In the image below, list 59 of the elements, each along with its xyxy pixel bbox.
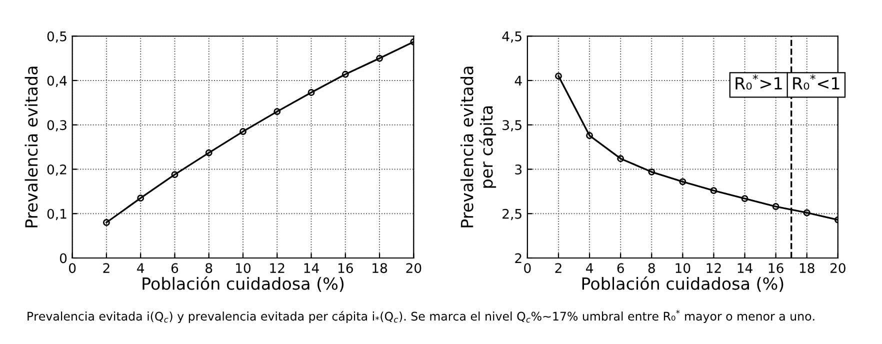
point	[102, 219, 110, 226]
x-tick-label: 16	[338, 263, 353, 274]
x-tick-label: 10	[236, 263, 251, 274]
x-tick-label: 18	[372, 263, 388, 274]
x-tick-label: 2	[103, 263, 110, 273]
point	[586, 132, 593, 139]
x-tick-label: 12	[706, 263, 721, 273]
x-tick-label: 20	[406, 263, 422, 274]
point	[679, 178, 686, 186]
point	[308, 89, 315, 96]
point	[772, 203, 780, 210]
y-axis-title: Prevalencia evitada per cápita	[460, 66, 496, 228]
y-tick-label: 0	[60, 253, 67, 264]
point	[803, 209, 810, 216]
point	[617, 155, 624, 162]
y-axis-title: Prevalencia evitada	[24, 66, 38, 228]
point	[171, 171, 178, 178]
annotation: R₀$^{*}$<1	[793, 74, 840, 90]
y-tick-label: 4	[514, 76, 522, 86]
x-tick-label: 16	[768, 263, 784, 274]
y-tick-label: 0,5	[47, 31, 66, 43]
x-axis-title: Población cuidadosa (%)	[142, 276, 344, 292]
x-tick-label: 4	[137, 263, 144, 273]
y-tick-label: 0,4	[47, 76, 67, 88]
point	[137, 194, 144, 202]
x-tick-label: 12	[270, 263, 284, 273]
y-tick-label: 3,5	[502, 120, 522, 132]
x-tick-label: 10	[676, 263, 690, 274]
x-tick-label: 18	[800, 263, 814, 274]
x-tick-label: 2	[555, 263, 562, 273]
y-tick-label: 0,2	[47, 164, 66, 176]
x-tick-label: 0	[68, 263, 76, 274]
y-tick-label: 2,5	[502, 208, 522, 220]
y-tick-label: 4,5	[502, 32, 522, 43]
point	[205, 149, 212, 156]
point	[274, 108, 281, 116]
x-tick-label: 0	[524, 263, 531, 274]
x-tick-label: 8	[648, 263, 655, 274]
point	[342, 70, 349, 78]
x-tick-label: 20	[830, 263, 846, 274]
x-axis-title: Población cuidadosa (%)	[582, 276, 784, 292]
y-tick-label: 2	[515, 253, 522, 264]
y-tick-label: 0,3	[47, 120, 66, 132]
point	[376, 54, 383, 62]
point	[555, 72, 562, 80]
point	[741, 195, 748, 202]
point	[240, 128, 246, 135]
y-tick-label: 0,1	[47, 208, 66, 220]
y-tick-label: 3	[515, 164, 522, 174]
x-tick-label: 6	[171, 263, 178, 274]
point	[648, 168, 656, 176]
x-tick-label: 14	[304, 263, 319, 273]
text: Prevalencia evitada i(Q$_{c}$) y prevalencia evitada per cápita i$_{*}$(Q$_{c}$). Se marca el nivel Q$_{c}$%~17% umbral entre R₀$^{*}$ mayor o menor a uno.	[28, 310, 814, 323]
annotation: R₀$^{*}$>1	[736, 74, 782, 90]
x-tick-label: 14	[738, 263, 752, 273]
point	[710, 187, 718, 194]
x-tick-label: 4	[586, 263, 593, 273]
x-tick-label: 6	[617, 263, 624, 274]
x-tick-label: 8	[206, 263, 212, 274]
